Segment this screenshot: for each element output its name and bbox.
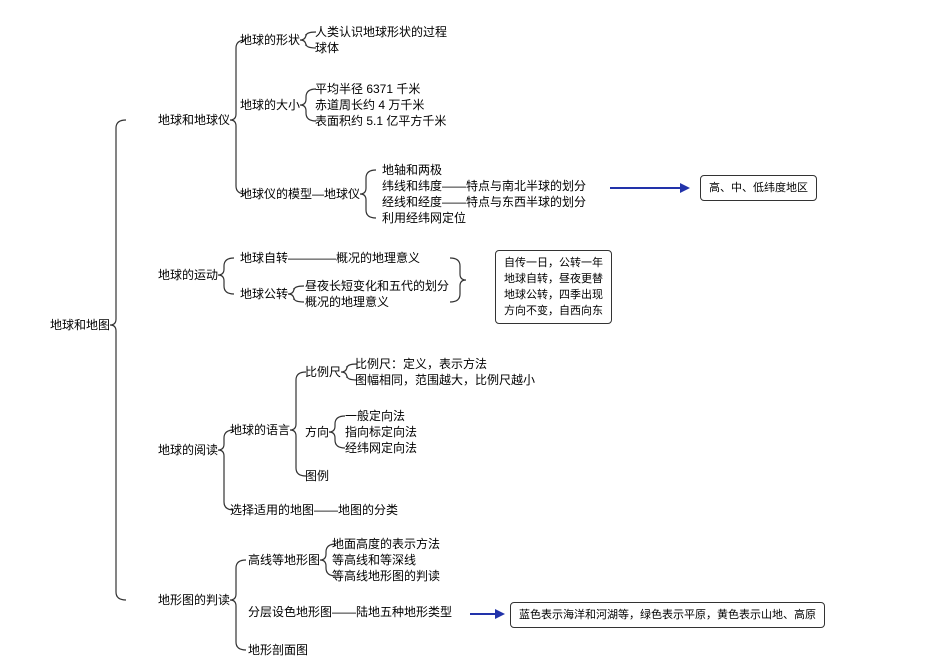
arrow-icon [0,0,945,669]
